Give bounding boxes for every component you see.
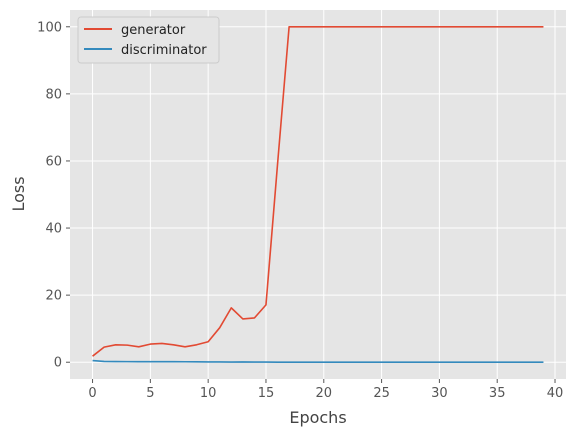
y-tick-label: 20	[45, 289, 62, 304]
legend: generator discriminator	[77, 16, 220, 64]
grid-lines	[70, 10, 566, 379]
legend-box	[77, 16, 220, 64]
x-axis-ticks: 0 5 10 15 20 25 30 35 40	[88, 379, 563, 401]
x-axis-label: Epochs	[289, 408, 346, 427]
x-tick-label: 20	[316, 386, 333, 401]
plot-background	[70, 10, 566, 379]
x-tick-label: 35	[489, 386, 506, 401]
y-axis-label: Loss	[9, 176, 28, 211]
x-tick-label: 15	[258, 386, 275, 401]
x-tick-label: 0	[88, 386, 96, 401]
legend-label-generator: generator	[121, 23, 186, 38]
series-line-discriminator	[92, 359, 544, 364]
y-tick-label: 60	[45, 154, 62, 169]
y-tick-label: 0	[54, 356, 62, 371]
series-line-generator	[92, 25, 544, 357]
y-tick-label: 100	[37, 20, 62, 35]
legend-label-discriminator: discriminator	[121, 43, 207, 58]
x-tick-label: 30	[431, 386, 448, 401]
x-tick-label: 40	[547, 386, 564, 401]
y-tick-label: 40	[45, 222, 62, 237]
series-lines	[92, 25, 544, 364]
x-tick-label: 5	[146, 386, 154, 401]
x-tick-label: 25	[373, 386, 390, 401]
y-tick-label: 80	[45, 87, 62, 102]
x-tick-label: 10	[200, 386, 217, 401]
y-axis-ticks: 0 20 40 60 80 100	[37, 20, 70, 371]
